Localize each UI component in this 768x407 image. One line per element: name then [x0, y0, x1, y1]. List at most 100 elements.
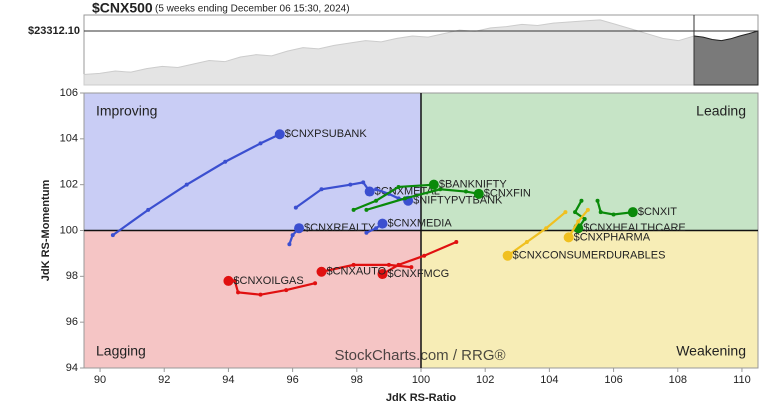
leading-quadrant — [421, 93, 758, 231]
tail-marker — [258, 141, 263, 146]
tail-marker — [290, 233, 295, 238]
tail-marker — [409, 265, 414, 270]
y-tick-label: 102 — [60, 179, 78, 191]
tail-line — [381, 240, 457, 275]
series-label: $CNXREALTY — [304, 222, 376, 234]
price-area — [83, 19, 695, 86]
series-label: $CNXHEALTHCARE — [583, 222, 686, 234]
tail-marker — [524, 239, 529, 244]
tail-marker — [595, 198, 600, 203]
tail-marker — [422, 253, 427, 258]
tail-marker — [576, 219, 581, 224]
series-label: $CNXIT — [638, 206, 677, 218]
head-marker — [377, 269, 388, 280]
x-tick-label: 108 — [669, 374, 687, 386]
tail-marker — [396, 184, 401, 189]
tail-marker — [284, 288, 289, 293]
x-axis-label: JdK RS-Ratio — [386, 392, 457, 404]
quadrant-label: Lagging — [96, 343, 146, 359]
tail-line — [507, 211, 567, 257]
tail-marker — [579, 198, 584, 203]
series-label: $CNXOILGAS — [233, 275, 303, 287]
x-tick-label: 94 — [222, 374, 234, 386]
chart-title: $CNX500 — [92, 0, 153, 16]
tail-marker — [293, 205, 298, 210]
tail-line — [573, 200, 587, 229]
tail-marker — [364, 230, 369, 235]
head-marker — [274, 129, 285, 140]
tail-marker — [146, 207, 151, 212]
head-marker — [294, 223, 305, 234]
x-tick-label: 106 — [604, 374, 622, 386]
chart-subtitle: (5 weeks ending December 06 15:30, 2024) — [155, 4, 350, 15]
tail-marker — [374, 226, 379, 231]
recent-price-area — [693, 30, 759, 86]
y-tick-label: 104 — [60, 133, 78, 145]
y-tick-label: 100 — [60, 224, 78, 236]
quadrant-label: Improving — [96, 103, 157, 119]
series-label: $CNXPHARMA — [574, 231, 651, 243]
tail-marker — [573, 210, 578, 215]
head-marker — [377, 218, 388, 229]
x-tick-label: 100 — [412, 374, 430, 386]
head-marker — [223, 275, 234, 286]
tail-marker — [110, 233, 115, 238]
y-tick-label: 98 — [66, 270, 78, 282]
tail-marker — [236, 290, 241, 295]
head-marker — [502, 250, 513, 261]
series-label: $CNXPSUBANK — [285, 128, 368, 140]
tail-marker — [386, 262, 391, 267]
tail-marker — [463, 189, 468, 194]
tail-marker — [598, 210, 603, 215]
head-marker — [563, 232, 574, 243]
tail-line — [353, 183, 434, 211]
x-tick-label: 110 — [733, 374, 751, 386]
y-tick-label: 94 — [66, 362, 78, 374]
tail-marker — [585, 207, 590, 212]
tail-marker — [258, 292, 263, 297]
weakening-quadrant — [421, 230, 758, 368]
tail-marker — [313, 281, 318, 286]
series-label: $BANKNIFTY — [439, 179, 508, 191]
tail-marker — [438, 187, 443, 192]
tail-line — [596, 200, 633, 216]
tail-marker — [319, 187, 324, 192]
x-tick-label: 102 — [476, 374, 494, 386]
tail-marker — [348, 182, 353, 187]
tail-marker — [611, 212, 616, 217]
quadrant-label: Leading — [696, 103, 746, 119]
improving-quadrant — [84, 93, 421, 231]
head-marker — [364, 186, 375, 197]
price-label: $23312.10 — [28, 25, 80, 37]
y-tick-label: 106 — [60, 87, 78, 99]
tail-marker — [287, 242, 292, 247]
head-marker — [473, 188, 484, 199]
quadrant-label: Weakening — [676, 343, 746, 359]
x-tick-label: 98 — [351, 374, 363, 386]
x-tick-label: 92 — [158, 374, 170, 386]
series-label: $CNXFIN — [484, 188, 531, 200]
watermark: StockCharts.com / RRG® — [334, 347, 505, 364]
tail-marker — [374, 198, 379, 203]
head-marker — [627, 207, 638, 218]
tail-marker — [351, 262, 356, 267]
tail-marker — [582, 217, 587, 222]
head-marker — [428, 179, 439, 190]
tail-line — [112, 133, 281, 236]
tail-marker — [563, 210, 568, 215]
x-tick-label: 90 — [94, 374, 106, 386]
tail-line — [321, 263, 412, 273]
series-label: $CNXAUTO — [327, 266, 387, 278]
tail-marker — [223, 159, 228, 164]
y-tick-label: 96 — [66, 316, 78, 328]
tail-marker — [454, 239, 459, 244]
head-marker — [316, 266, 327, 277]
x-tick-label: 96 — [286, 374, 298, 386]
tail-marker — [184, 182, 189, 187]
tail-marker — [374, 187, 379, 192]
tail-marker — [364, 207, 369, 212]
series-label: $CNXMEDIA — [387, 218, 452, 230]
x-tick-label: 104 — [540, 374, 558, 386]
series-label: $CNXCONSUMERDURABLES — [513, 250, 666, 262]
